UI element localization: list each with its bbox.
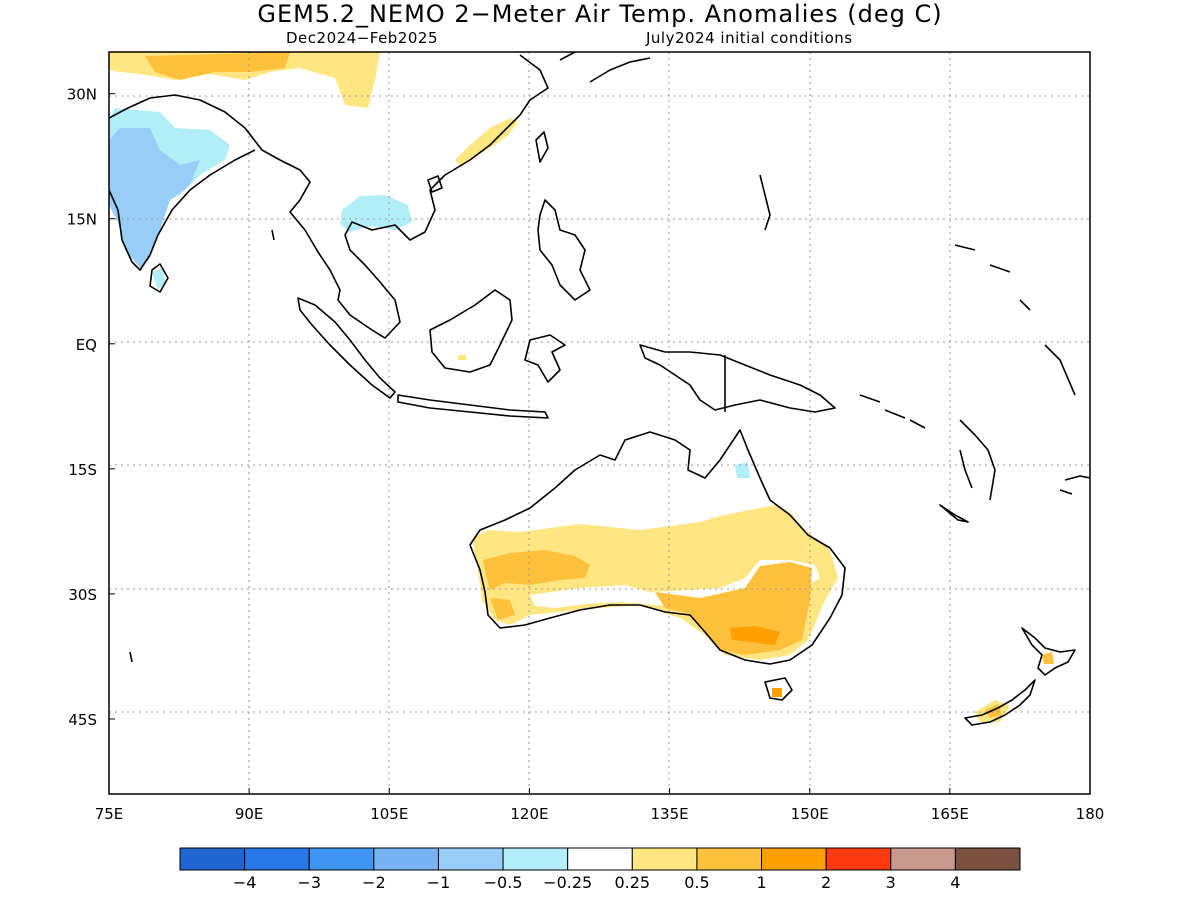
japan-coastline [559, 52, 651, 83]
latitude-ticks: 30N 15N EQ 15S 30S 45S [67, 86, 115, 729]
colorbar: −4 −3 −2 −1 −0.5 −0.25 0.25 0.5 1 2 3 4 [179, 847, 1021, 892]
colorbar-swatch [761, 847, 827, 871]
java-coastline [397, 394, 549, 419]
solomon-islands-coastline [859, 394, 926, 429]
lon-tick-label: 105E [370, 805, 408, 823]
new-caledonia-coastline [939, 449, 973, 523]
initial-conditions: July2024 initial conditions [646, 29, 853, 47]
hainan-coastline [427, 175, 443, 193]
lat-tick-label: 30S [68, 586, 97, 604]
lon-tick-label: 165E [931, 805, 969, 823]
asia-coastline [109, 54, 549, 339]
taiwan-coastline [535, 131, 549, 163]
lat-tick-label: 15N [67, 211, 97, 229]
fiji-coastline [1059, 475, 1090, 495]
colorbar-label: −0.5 [484, 873, 523, 892]
anomaly-nz-north-warm [1042, 652, 1054, 664]
colorbar-swatch [244, 847, 310, 871]
anomaly-sw-australia-warm [490, 598, 515, 620]
lon-tick-label: 135E [651, 805, 689, 823]
anomaly-indochina-cool [340, 195, 412, 232]
colorbar-swatch [437, 847, 504, 871]
anomaly-central-asia-warm-core [145, 52, 290, 80]
map-title: GEM5.2_NEMO 2−Meter Air Temp. Anomalies … [257, 0, 943, 28]
anomaly-tasmania-warm [772, 688, 782, 697]
anomaly-sri-lanka-cool [152, 268, 166, 290]
lat-tick-label: 30N [67, 86, 97, 104]
graticule [109, 52, 1090, 794]
lon-tick-label: 75E [95, 805, 124, 823]
colorbar-swatch [373, 847, 439, 871]
borneo-coastline [429, 289, 513, 373]
colorbar-label: 2 [821, 873, 831, 892]
colorbar-label: 4 [950, 873, 960, 892]
sri-lanka-coastline [149, 263, 169, 293]
colorbar-swatch [825, 847, 892, 871]
longitude-ticks: 75E 90E 105E 120E 135E 150E 165E 180 [95, 788, 1105, 823]
coastlines [109, 52, 1090, 726]
indian-ocean-islands-coastline [129, 229, 275, 663]
colorbar-swatch [631, 847, 698, 871]
anomaly-india-cooler [109, 128, 200, 268]
nz-south-island-coastline [964, 679, 1036, 726]
anomaly-shading [109, 52, 1054, 722]
tasmania-coastline [764, 677, 793, 701]
lat-tick-label: 45S [68, 711, 97, 729]
lon-tick-label: 120E [510, 805, 548, 823]
colorbar-swatch [308, 847, 375, 871]
colorbar-label: 0.25 [614, 873, 650, 892]
colorbar-label: −0.25 [543, 873, 592, 892]
anomaly-se-australia-warm-core [730, 626, 780, 645]
anomaly-east-china-warm [455, 118, 518, 165]
colorbar-swatch [567, 847, 633, 871]
colorbar-label: 3 [886, 873, 896, 892]
colorbar-label: −3 [297, 873, 321, 892]
anomaly-west-australia-warm [483, 550, 590, 590]
colorbar-swatch [696, 847, 763, 871]
colorbar-label: −4 [233, 873, 257, 892]
australia-coastline [469, 429, 846, 665]
philippines-coastline [537, 199, 591, 301]
anomaly-queensland-cool [735, 462, 750, 478]
colorbar-label: −1 [427, 873, 451, 892]
lon-tick-label: 150E [791, 805, 829, 823]
sulawesi-coastline [524, 334, 566, 383]
lon-tick-label: 180 [1076, 805, 1105, 823]
lon-tick-label: 90E [235, 805, 264, 823]
colorbar-swatch [179, 847, 246, 871]
forecast-period: Dec2024−Feb2025 [286, 29, 438, 47]
anomaly-borneo-warm [458, 355, 466, 360]
colorbar-label: 1 [756, 873, 766, 892]
lat-tick-label: 15S [68, 461, 97, 479]
colorbar-swatch [502, 847, 569, 871]
nz-north-island-coastline [1021, 627, 1076, 676]
new-guinea-coastline [639, 344, 836, 413]
sumatra-coastline [297, 297, 396, 399]
india-peninsula-coastline [109, 149, 256, 271]
colorbar-label: −2 [362, 873, 386, 892]
lat-tick-label: EQ [76, 336, 97, 354]
colorbar-label: 0.5 [684, 873, 709, 892]
colorbar-swatch [954, 847, 1021, 871]
pacific-islands-coastline [759, 174, 1076, 501]
map-frame [108, 51, 1091, 795]
colorbar-swatch [890, 847, 956, 871]
